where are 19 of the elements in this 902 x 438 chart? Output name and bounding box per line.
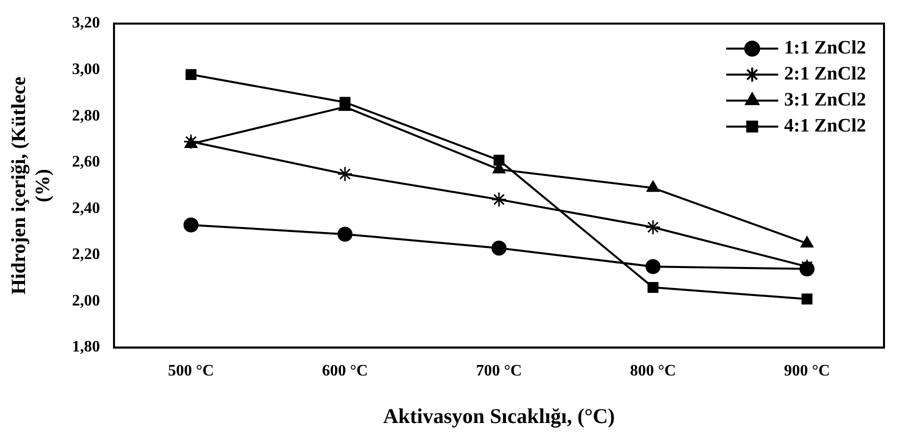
y-tick-label: 2,00 [72,292,100,310]
x-axis-title: Aktivasyon Sıcaklığı, (°C) [383,404,615,428]
x-tick-label: 500 °C [168,362,214,380]
legend-label: 3:1 ZnCl2 [784,90,866,111]
y-axis-title: Hidrojen içeriği, (Kütlece (%) [8,76,54,295]
y-tick-label: 3,00 [72,61,100,78]
legend-label: 1:1 ZnCl2 [784,38,866,59]
x-tick-label: 800 °C [630,362,676,380]
y-tick-label: 2,80 [72,107,100,124]
y-tick-label: 2,20 [72,246,100,264]
x-tick-label: 600 °C [322,362,368,380]
x-tick-label: 900 °C [784,362,830,380]
y-tick-label: 1,80 [72,338,100,356]
legend-label: 2:1 ZnCl2 [784,64,866,85]
x-tick-label: 700 °C [476,362,522,380]
y-tick-label: 2,40 [72,200,100,217]
y-tick-label: 2,60 [72,154,100,171]
y-tick-label: 3,20 [72,14,100,32]
legend-label: 4:1 ZnCl2 [784,116,866,137]
